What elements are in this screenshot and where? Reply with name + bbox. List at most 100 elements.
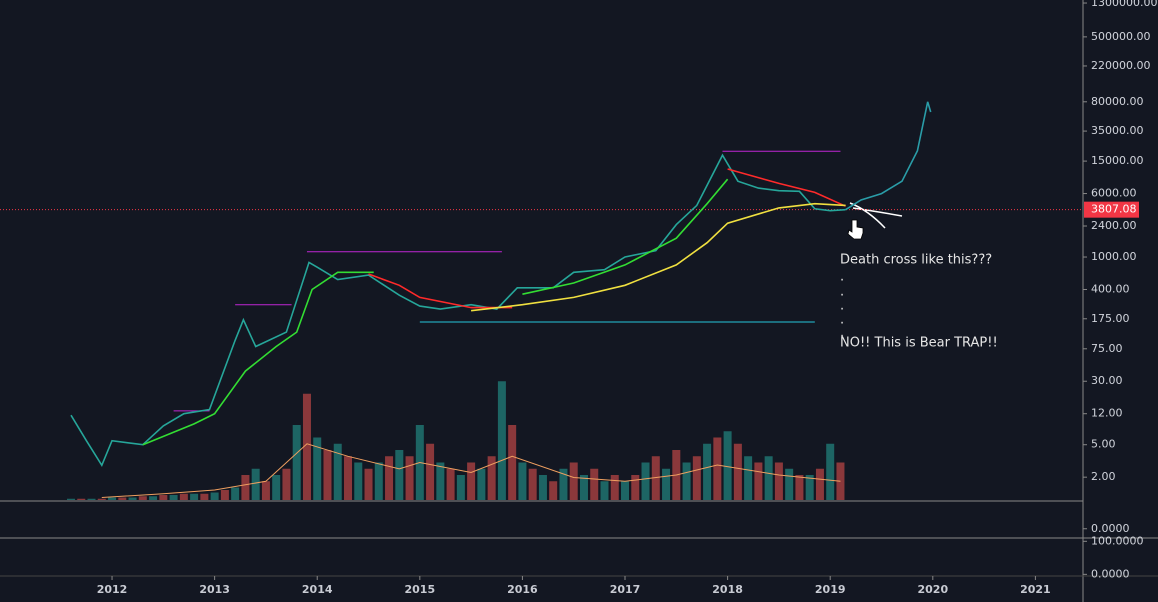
volume-bar [87,498,96,500]
volume-bar [826,443,835,500]
volume-bar [600,481,609,500]
x-tick-label: 2021 [1020,583,1051,596]
volume-bar [272,475,281,500]
price-line [70,153,846,468]
volume-bar [631,475,640,500]
volume-bar [764,456,773,500]
y-tick-label: 12.00 [1091,407,1123,420]
volume-bar [559,468,568,500]
volume-bar [66,498,75,500]
volume-bar [344,456,353,500]
y-tick-label: 2400.00 [1091,219,1137,232]
price-line [368,168,846,309]
volume-bar [128,497,137,500]
price-line [142,178,729,446]
volume-bar [692,456,701,500]
volume-bar [528,468,537,500]
annotation: . [840,285,844,300]
volume-bar [487,456,496,500]
volume-bar [744,456,753,500]
volume-bar [374,462,383,500]
annotation: . [840,326,844,341]
volume-bar [261,481,270,500]
volume-bar [395,450,404,500]
volume-bar [456,475,465,500]
volume-bar [292,425,301,500]
volume-bar [241,475,250,500]
y-tick-label: 30.00 [1091,374,1123,387]
volume-bar [467,462,476,500]
x-tick-label: 2013 [199,583,230,596]
volume-bar [251,468,260,500]
volume-bar [774,462,783,500]
volume-bar [446,468,455,500]
volume-bar [118,497,127,500]
annotation: Death cross like this??? [840,253,992,268]
x-tick-label: 2012 [97,583,128,596]
volume-bar [159,495,168,500]
volume-bar [426,443,435,500]
volume-bar [508,425,517,500]
volume-bar [538,475,547,500]
volume-bar [282,468,291,500]
volume-bar [220,490,229,500]
volume-bar [405,456,414,500]
annotation: . [840,313,844,328]
x-tick-label: 2017 [610,583,641,596]
y-tick-label: 500000.00 [1091,30,1151,43]
x-tick-label: 2019 [815,583,846,596]
volume-bar [590,468,599,500]
volume-bar [364,468,373,500]
volume-bar [610,475,619,500]
y-tick-label: 400.00 [1091,282,1130,295]
volume-bar [805,475,814,500]
volume-bar [733,443,742,500]
volume-bar [138,496,147,500]
y-tick-label: 100.0000 [1091,534,1144,547]
volume-bar [703,443,712,500]
volume-bar [682,462,691,500]
y-tick-label: 1300000.00 [1091,0,1157,9]
volume-bar [815,468,824,500]
volume-bar [97,498,106,500]
x-tick-label: 2016 [507,583,538,596]
y-tick-label: 1000.00 [1091,250,1137,263]
volume-bar [713,437,722,500]
volume-bar [754,462,763,500]
y-tick-label: 0.0000 [1091,567,1130,580]
y-tick-label: 175.00 [1091,312,1130,325]
volume-bar [497,381,506,500]
y-tick-label: 15000.00 [1091,154,1144,167]
y-tick-label: 75.00 [1091,342,1123,355]
volume-bar [641,462,650,500]
y-tick-label: 6000.00 [1091,187,1137,200]
volume-bar [569,462,578,500]
volume-bar [190,493,199,500]
price-line [471,202,846,312]
volume-bar [108,497,117,500]
volume-bar [210,492,219,500]
volume-bar [323,450,332,500]
volume-bar [785,468,794,500]
y-tick-label: 80000.00 [1091,95,1144,108]
volume-bar [549,481,558,500]
annotation: . [840,299,844,314]
volume-bar [169,495,178,500]
volume-bar [77,498,86,500]
volume-bar [662,468,671,500]
y-tick-label: 5.00 [1091,438,1116,451]
cursor-icon [847,219,864,240]
volume-ma [101,443,841,498]
volume-bar [333,443,342,500]
y-tick-label: 35000.00 [1091,124,1144,137]
volume-bar [231,487,240,500]
volume-bar [477,468,486,500]
x-tick-label: 2015 [405,583,436,596]
volume-bar [436,462,445,500]
volume-bar [200,493,209,500]
last-price-label: 3807.08 [1091,203,1137,216]
y-tick-label: 0.0000 [1091,522,1130,535]
volume-bar [354,462,363,500]
